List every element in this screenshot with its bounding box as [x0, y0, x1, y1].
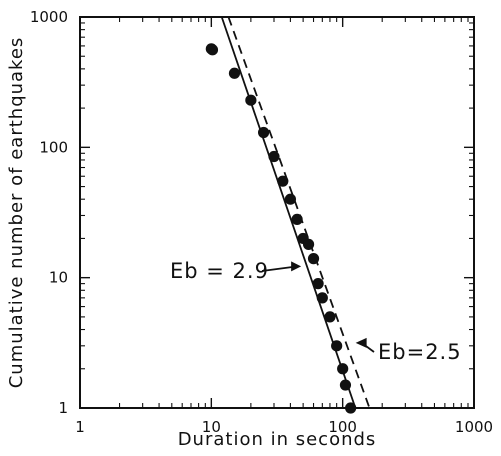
annotation-eb-25: Eb=2.5	[378, 340, 462, 364]
data-point	[291, 213, 303, 225]
data-point	[268, 150, 280, 163]
points-layer	[205, 43, 357, 414]
data-point	[228, 67, 241, 79]
x-tick-label: 100	[328, 418, 357, 436]
x-tick-label: 1000	[455, 418, 493, 436]
x-axis-title: Duration in seconds	[178, 429, 377, 450]
data-point	[307, 253, 320, 265]
y-tick-label: 10	[49, 269, 68, 287]
y-tick-label: 1000	[30, 8, 68, 26]
y-axis-title: Cumulative number of earthquakes	[6, 37, 27, 389]
annotation-eb-29: Eb = 2.9	[170, 259, 269, 283]
data-point	[302, 238, 315, 250]
y-tick-label: 100	[39, 138, 68, 156]
x-tick-label: 1	[75, 418, 85, 436]
annotation-layer: Eb = 2.9 Eb=2.5	[170, 259, 462, 364]
data-point	[345, 402, 357, 414]
axes-layer	[79, 16, 475, 409]
data-point	[331, 340, 343, 352]
dashed-fit-line	[227, 16, 371, 409]
y-tick-label: 1	[58, 399, 68, 417]
data-point	[339, 379, 352, 391]
data-point	[324, 311, 336, 323]
label-layer: 1 10 100 1000 1 10 100 1000 Duration in seconds C…	[6, 8, 493, 450]
data-point	[257, 126, 270, 139]
plot-frame	[79, 16, 475, 409]
data-point	[312, 278, 324, 290]
data-point	[277, 175, 289, 187]
data-point	[316, 292, 328, 304]
data-point	[206, 44, 219, 56]
data-point	[245, 94, 257, 106]
fit-layer	[220, 16, 371, 409]
data-point	[337, 363, 349, 375]
x-tick-label: 10	[202, 418, 221, 436]
annotation-eb-25-arrow-head	[355, 337, 367, 348]
annotation-eb-29-arrow-head	[291, 261, 302, 272]
data-point	[284, 193, 297, 205]
